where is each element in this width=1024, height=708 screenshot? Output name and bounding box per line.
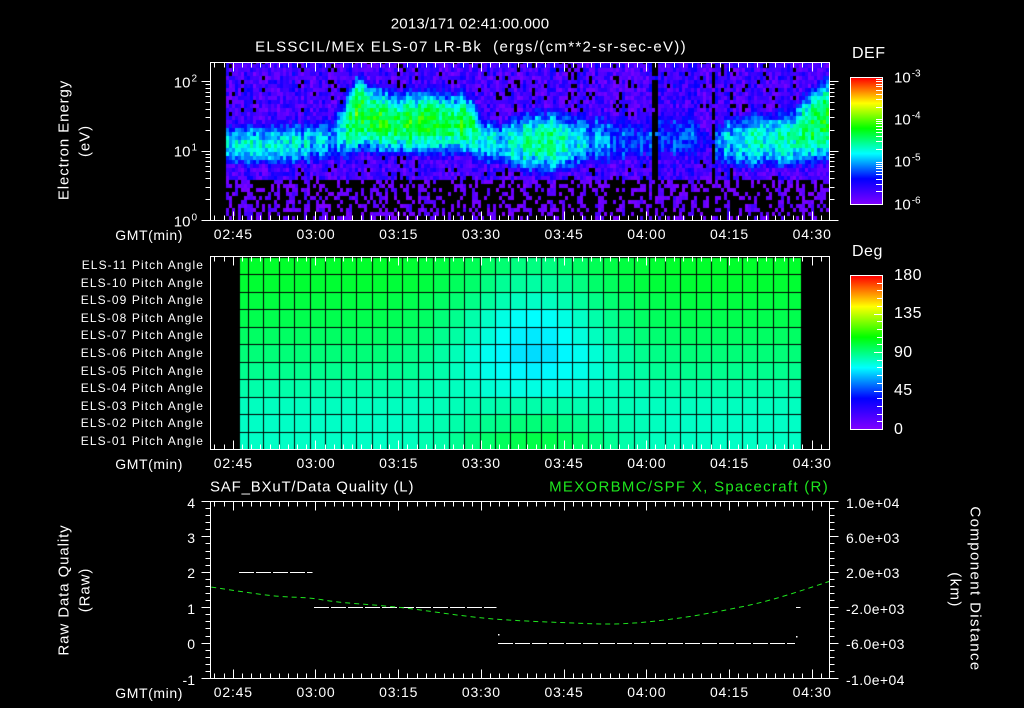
- time-axis-label: GMT(min): [115, 226, 183, 243]
- time-tick-label: 04:00: [627, 225, 667, 242]
- energy-tick-base: 10: [173, 74, 191, 91]
- energy-axis-units: (eV): [76, 125, 94, 157]
- quality-tick-label: 3: [187, 529, 195, 546]
- time-tick-label: 03:15: [379, 454, 419, 471]
- right-series-title: MEXORBMC/SPF X, Spacecraft (R): [549, 478, 829, 496]
- pitch-angle-row-label: ELS-02 Pitch Angle: [80, 416, 204, 431]
- distance-axis-units: (km): [946, 572, 964, 608]
- quality-tick-label: 4: [187, 494, 195, 511]
- time-tick-label: 03:45: [544, 225, 584, 242]
- deg-colorbar: [850, 275, 883, 430]
- deg-colorbar-tick-label: 0: [894, 420, 904, 438]
- energy-tick-exponent: 2: [191, 73, 197, 84]
- def-tick-base: 10: [894, 69, 911, 86]
- quality-axis-units: (Raw): [76, 567, 94, 613]
- panel-3-frame: [210, 501, 830, 679]
- time-tick-label: 04:00: [627, 454, 667, 471]
- time-tick-label: 03:30: [461, 225, 501, 242]
- time-tick-label: 02:45: [213, 454, 253, 471]
- time-tick-label: 03:00: [296, 454, 336, 471]
- pitch-angle-row-label: ELS-03 Pitch Angle: [80, 398, 204, 413]
- energy-tick-exponent: 1: [191, 142, 197, 154]
- def-tick-base: 10: [894, 111, 911, 129]
- distance-tick-label: -6.0e+03: [846, 636, 905, 653]
- pitch-angle-row-label: ELS-01 Pitch Angle: [80, 433, 204, 448]
- time-tick-label: 04:15: [709, 225, 749, 242]
- deg-colorbar-tick-label: 90: [894, 343, 913, 361]
- pitch-angle-row-label: ELS-09 Pitch Angle: [80, 293, 204, 308]
- time-tick-label: 04:15: [709, 454, 749, 471]
- time-tick-label: 04:00: [627, 683, 667, 700]
- time-tick-label: 03:15: [379, 225, 419, 242]
- def-colorbar-tick-label: 10-5: [894, 152, 921, 171]
- spacecraft-x-line: [211, 581, 830, 625]
- time-tick-label: 03:00: [296, 225, 336, 242]
- energy-tick-label: 101: [173, 142, 197, 161]
- quality-tick-label: 1: [187, 600, 195, 617]
- pitch-angle-row-label: ELS-10 Pitch Angle: [80, 275, 204, 290]
- time-tick-label: 04:30: [792, 225, 832, 242]
- energy-axis-title: Electron Energy: [55, 79, 73, 201]
- energy-tick-base: 10: [173, 213, 191, 230]
- pitch-angle-row-label: ELS-05 Pitch Angle: [80, 363, 204, 378]
- deg-colorbar-tick-label: 135: [894, 305, 922, 322]
- colorbar-def-title: DEF: [852, 45, 886, 62]
- plot-timestamp: 2013/171 02:41:00.000: [390, 15, 550, 33]
- energy-tick-label: 102: [173, 73, 197, 91]
- pitch-angle-row-label: ELS-04 Pitch Angle: [80, 381, 204, 396]
- time-tick-label: 02:45: [213, 683, 253, 700]
- distance-tick-label: 6.0e+03: [846, 529, 900, 546]
- time-tick-label: 02:45: [213, 225, 253, 242]
- pitch-angle-row-label: ELS-08 Pitch Angle: [80, 310, 204, 325]
- def-colorbar-tick-label: 10-3: [894, 68, 921, 86]
- quality-tick-label: -1: [182, 671, 195, 688]
- def-tick-exponent: -5: [911, 152, 921, 164]
- electron-energy-spectrogram: [211, 63, 829, 220]
- def-tick-base: 10: [894, 153, 911, 171]
- time-tick-label: 03:30: [461, 454, 501, 471]
- def-colorbar: [850, 77, 883, 205]
- time-tick-label: 03:00: [296, 683, 336, 700]
- distance-tick-label: 1.0e+04: [846, 494, 900, 511]
- time-tick-label: 03:15: [379, 683, 419, 700]
- pitch-angle-heatmap: [211, 257, 829, 449]
- quality-tick-label: 2: [187, 565, 195, 582]
- plot-title: ELSSCIL/MEx ELS-07 LR-Bk (ergs/(cm**2-sr…: [255, 38, 687, 56]
- time-tick-label: 03:30: [461, 683, 501, 700]
- data-quality-point: [796, 636, 798, 638]
- pitch-angle-row-label: ELS-07 Pitch Angle: [80, 328, 204, 343]
- deg-colorbar-tick-label: 45: [894, 382, 913, 399]
- deg-colorbar-tick-label: 180: [894, 266, 922, 284]
- data-quality-point: [498, 634, 500, 636]
- colorbar-deg-title: Deg: [852, 243, 883, 260]
- def-tick-base: 10: [894, 196, 911, 213]
- quality-tick-label: 0: [187, 636, 195, 653]
- pitch-angle-row-label: ELS-06 Pitch Angle: [80, 346, 204, 360]
- def-colorbar-tick-label: 10-4: [894, 110, 921, 129]
- distance-tick-label: -1.0e+04: [846, 671, 905, 688]
- energy-tick-exponent: 0: [191, 212, 197, 223]
- quality-axis-title: Raw Data Quality: [55, 524, 73, 656]
- left-series-title: SAF_BXuT/Data Quality (L): [210, 478, 415, 496]
- time-tick-label: 03:45: [544, 454, 584, 471]
- distance-axis-title: Component Distance: [966, 506, 984, 672]
- energy-tick-label: 100: [173, 212, 197, 230]
- def-tick-exponent: -3: [911, 68, 921, 79]
- time-axis-label: GMT(min): [115, 455, 183, 472]
- distance-tick-label: 2.0e+03: [846, 565, 900, 582]
- def-colorbar-tick-label: 10-6: [894, 195, 921, 213]
- time-tick-label: 04:30: [792, 454, 832, 471]
- time-axis-label: GMT(min): [115, 684, 183, 701]
- def-tick-exponent: -6: [911, 195, 921, 206]
- distance-tick-label: -2.0e+03: [846, 600, 905, 617]
- time-tick-label: 03:45: [544, 683, 584, 700]
- pitch-angle-row-label: ELS-11 Pitch Angle: [81, 258, 204, 273]
- energy-tick-base: 10: [173, 143, 191, 161]
- def-tick-exponent: -4: [911, 110, 921, 122]
- time-tick-label: 04:30: [792, 683, 832, 700]
- time-tick-label: 04:15: [709, 683, 749, 700]
